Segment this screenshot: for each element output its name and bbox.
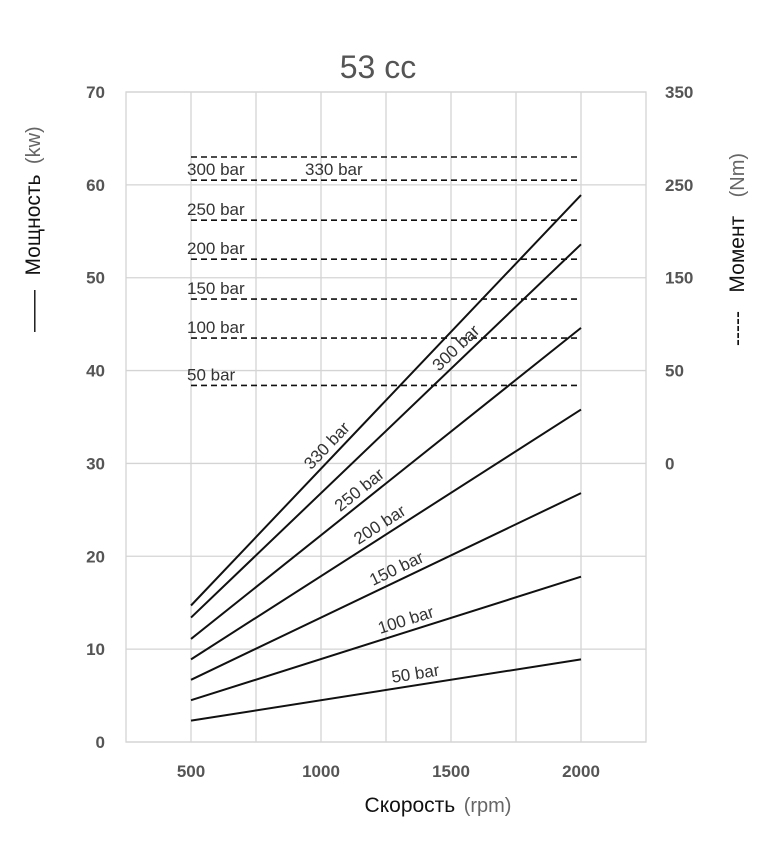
y-right-legend-symbol: -----	[726, 311, 749, 346]
x-axis-label: Скорость (rpm)	[365, 794, 512, 817]
y-left-tick-label: 70	[86, 83, 105, 102]
y-left-label-unit: (kw)	[23, 126, 45, 164]
torque-series-label: 200 bar	[187, 239, 245, 258]
x-tick-label: 2000	[562, 762, 600, 781]
torque-series-label: 250 bar	[187, 200, 245, 219]
y-right-tick-label: 50	[665, 362, 684, 381]
power-series-label: 150 bar	[367, 547, 428, 589]
power-line	[190, 658, 582, 722]
y-right-label-unit: (Nm)	[727, 153, 749, 197]
torque-series-label: 50 bar	[187, 365, 236, 384]
power-line	[190, 243, 582, 619]
torque-series-label: 100 bar	[187, 318, 245, 337]
y-right-label-main: Момент	[726, 215, 749, 292]
power-line	[190, 327, 582, 640]
power-line	[190, 492, 582, 681]
torque-series-label: 330 bar	[305, 160, 363, 179]
y-left-tick-label: 30	[86, 454, 105, 473]
tick-labels: 0 10 20 30 40 50 60 70 0 50 150 250 350 500 1000 1500 20…	[86, 83, 693, 781]
y-left-tick-label: 40	[86, 362, 105, 381]
svg-text:—— Мощность (k: —— Мощность (kw)	[22, 126, 45, 332]
y-right-tick-label: 350	[665, 83, 693, 102]
x-label-unit: (rpm)	[464, 795, 512, 817]
y-right-axis-label: ----- Момент (Nm)	[726, 153, 749, 346]
power-lines	[190, 194, 582, 722]
power-line	[190, 575, 582, 702]
y-left-legend-symbol: ——	[22, 290, 45, 332]
x-tick-label: 1000	[302, 762, 340, 781]
chart-title: 53 cc	[340, 49, 416, 85]
grid-layer	[125, 91, 647, 743]
x-tick-label: 1500	[432, 762, 470, 781]
y-left-tick-label: 10	[86, 640, 105, 659]
y-left-tick-label: 20	[86, 547, 105, 566]
torque-lines	[191, 156, 581, 387]
power-series-label: 330 bar	[300, 418, 354, 473]
y-left-label-main: Мощность	[22, 174, 45, 275]
x-label-main: Скорость	[365, 794, 456, 817]
svg-text:----- Момент (: ----- Момент (Nm)	[726, 153, 749, 346]
y-right-tick-label: 250	[665, 176, 693, 195]
power-line	[190, 194, 582, 607]
x-tick-label: 500	[177, 762, 205, 781]
y-left-axis-label: —— Мощность (kw)	[22, 126, 45, 332]
y-right-tick-label: 0	[665, 454, 674, 473]
power-line	[190, 408, 582, 661]
torque-series-label: 150 bar	[187, 279, 245, 298]
y-left-tick-label: 60	[86, 176, 105, 195]
y-left-tick-label: 50	[86, 269, 105, 288]
torque-series-label: 300 bar	[187, 160, 245, 179]
y-left-tick-label: 0	[96, 733, 105, 752]
y-right-tick-label: 150	[665, 269, 693, 288]
